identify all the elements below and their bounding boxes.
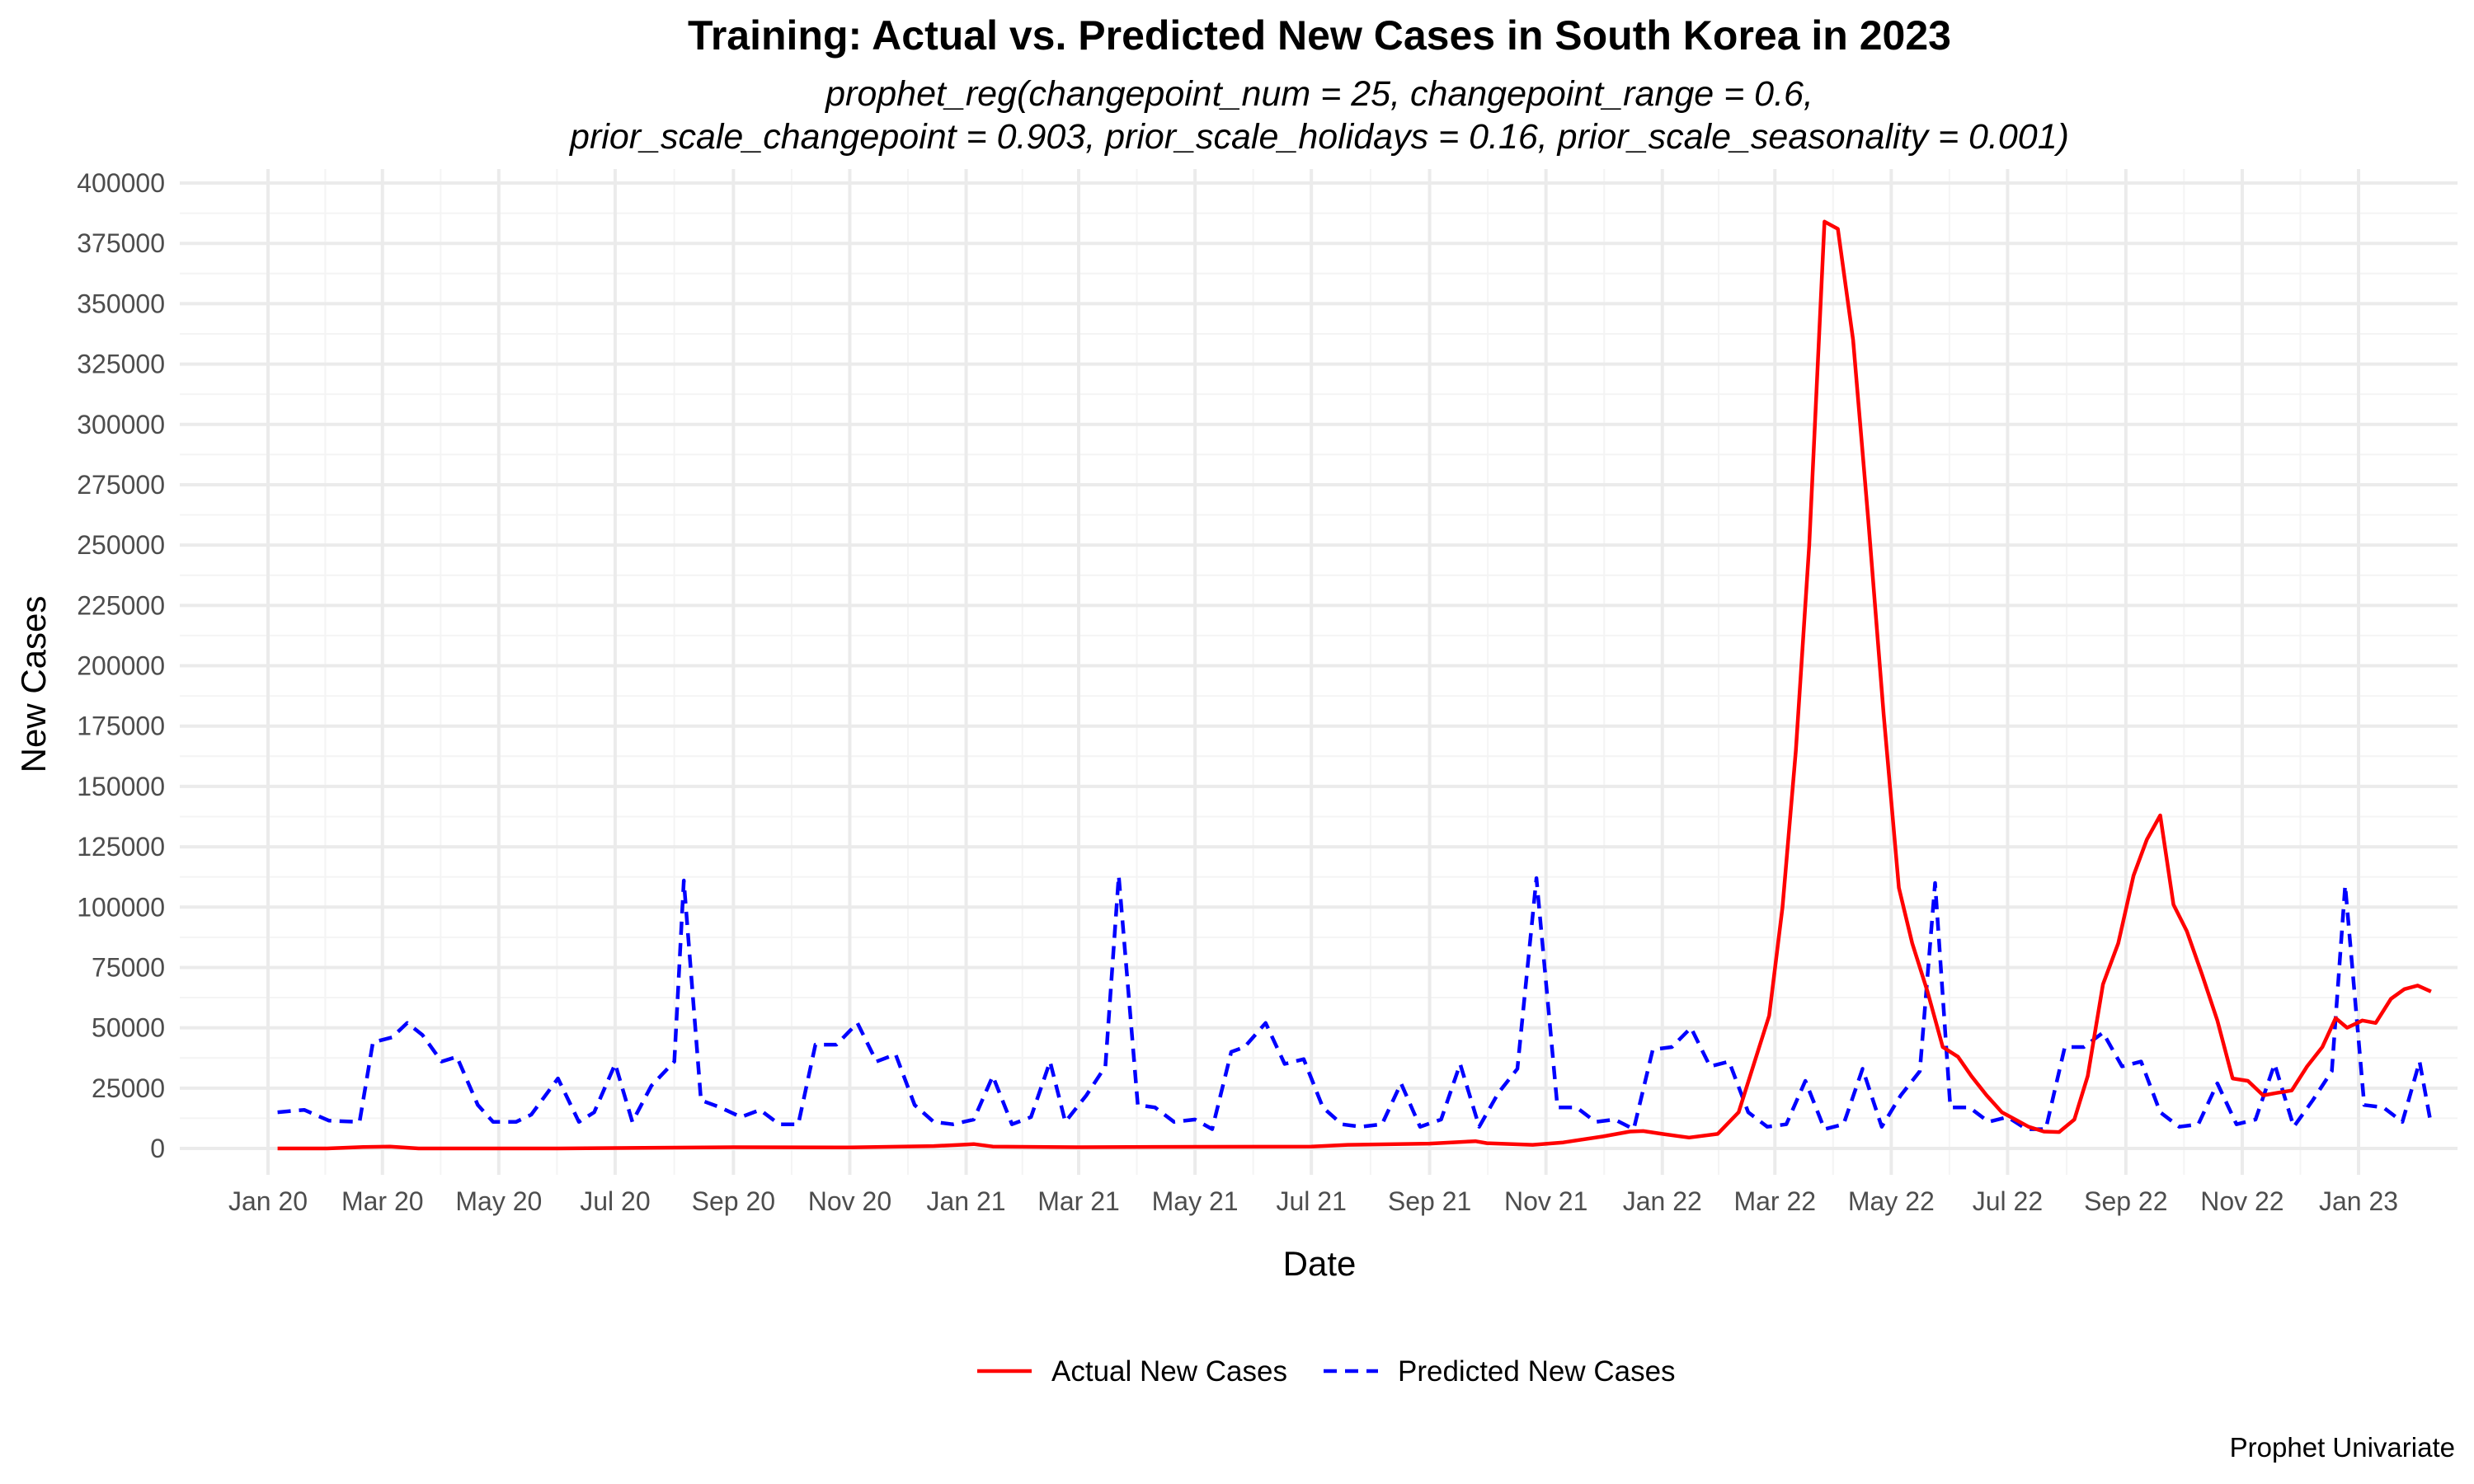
x-tick-label: Jul 20 xyxy=(580,1186,650,1216)
x-axis-ticks: Jan 20 Mar 20 May 20 Jul 20 Sep 20 Nov 20 Jan … xyxy=(228,1186,2398,1216)
series-lines xyxy=(277,219,2434,1151)
y-tick-label: 325000 xyxy=(77,350,165,379)
y-tick-label: 0 xyxy=(150,1134,165,1163)
x-tick-label: May 21 xyxy=(1152,1186,1239,1216)
y-tick-label: 350000 xyxy=(77,289,165,318)
y-tick-label: 200000 xyxy=(77,651,165,681)
legend: Actual New Cases Predicted New Cases xyxy=(977,1355,1676,1388)
series-line-actual-new-cases xyxy=(277,219,2432,1151)
y-axis-ticks: 0 25000 50000 75000 100000 125000 150000 175000… xyxy=(77,168,165,1163)
y-tick-label: 100000 xyxy=(77,892,165,922)
x-tick-label: Jan 23 xyxy=(2319,1186,2398,1216)
chart-subtitle-line-1: prophet_reg(changepoint_num = 25, change… xyxy=(824,74,1813,114)
y-tick-label: 25000 xyxy=(92,1073,165,1103)
y-tick-label: 50000 xyxy=(92,1013,165,1043)
x-tick-label: Mar 22 xyxy=(1733,1186,1816,1216)
x-tick-label: Jan 21 xyxy=(927,1186,1006,1216)
series-line-predicted-new-cases xyxy=(277,873,2434,1131)
grid-lines xyxy=(180,169,2458,1175)
x-tick-label: Sep 20 xyxy=(692,1186,775,1216)
legend-label-1: Actual New Cases xyxy=(1051,1355,1287,1388)
x-tick-label: Jan 20 xyxy=(228,1186,308,1216)
x-tick-label: May 20 xyxy=(455,1186,542,1216)
x-tick-label: Jul 21 xyxy=(1276,1186,1346,1216)
x-tick-label: Jan 22 xyxy=(1623,1186,1702,1216)
x-tick-label: Nov 22 xyxy=(2200,1186,2284,1216)
x-tick-label: Sep 21 xyxy=(1388,1186,1471,1216)
legend-label-2: Predicted New Cases xyxy=(1398,1355,1676,1388)
y-tick-label: 300000 xyxy=(77,410,165,439)
x-axis-title: Date xyxy=(1283,1244,1357,1283)
y-tick-label: 125000 xyxy=(77,832,165,862)
y-tick-label: 225000 xyxy=(77,590,165,620)
y-tick-label: 400000 xyxy=(77,168,165,198)
y-axis-title: New Cases xyxy=(14,596,53,773)
chart-subtitle-line-2: prior_scale_changepoint = 0.903, prior_s… xyxy=(568,117,2069,157)
x-tick-label: Sep 22 xyxy=(2084,1186,2167,1216)
y-tick-label: 275000 xyxy=(77,470,165,500)
y-tick-label: 250000 xyxy=(77,530,165,560)
x-tick-label: Nov 21 xyxy=(1504,1186,1587,1216)
x-tick-label: May 22 xyxy=(1848,1186,1935,1216)
x-tick-label: Mar 21 xyxy=(1037,1186,1120,1216)
chart-title: Training: Actual vs. Predicted New Cases… xyxy=(688,12,1951,59)
y-tick-label: 375000 xyxy=(77,228,165,258)
x-tick-label: Nov 20 xyxy=(808,1186,891,1216)
y-tick-label: 175000 xyxy=(77,711,165,741)
x-tick-label: Jul 22 xyxy=(1973,1186,2043,1216)
y-tick-label: 75000 xyxy=(92,952,165,982)
chart-caption: Prophet Univariate xyxy=(2230,1432,2455,1463)
x-tick-label: Mar 20 xyxy=(341,1186,424,1216)
y-tick-label: 150000 xyxy=(77,772,165,801)
